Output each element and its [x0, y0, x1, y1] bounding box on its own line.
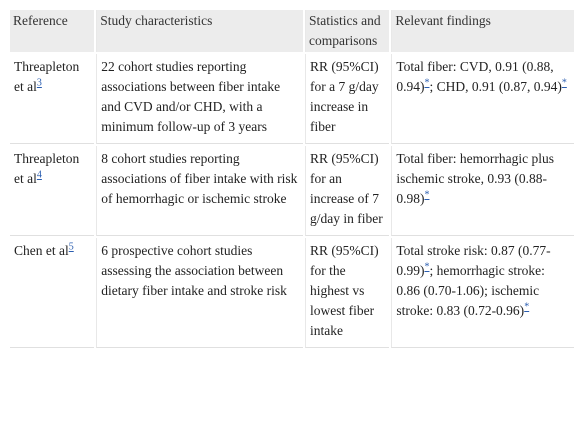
table-cell: RR (95%CI) for the highest vs lowest fib… — [305, 238, 390, 348]
table-cell: 22 cohort studies reporting associations… — [96, 54, 304, 144]
reference-link[interactable]: * — [524, 301, 530, 313]
column-header: Statistics and comparisons — [305, 10, 390, 52]
column-header: Relevant findings — [391, 10, 574, 52]
reference-link[interactable]: * — [561, 77, 567, 89]
cell-text: RR (95%CI) for a 7 g/day increase in fib… — [310, 59, 379, 134]
reference-link[interactable]: 3 — [36, 77, 42, 89]
reference-link[interactable]: 5 — [68, 241, 74, 253]
table-cell: Total fiber: CVD, 0.91 (0.88, 0.94)*; CH… — [391, 54, 574, 144]
column-header: Reference — [10, 10, 95, 52]
reference-link[interactable]: * — [424, 189, 430, 201]
reference-link[interactable]: 4 — [36, 169, 42, 181]
cell-text: RR (95%CI) for the highest vs lowest fib… — [310, 243, 379, 338]
table-row: Threapleton et al3 22 cohort studies repo… — [10, 54, 574, 144]
table-cell: RR (95%CI) for a 7 g/day increase in fib… — [305, 54, 390, 144]
cell-text: Total fiber: hemorrhagic plus ischemic s… — [396, 151, 554, 206]
header-row: Reference Study characteristics Statistics… — [10, 10, 574, 52]
table-cell: Total fiber: hemorrhagic plus ischemic s… — [391, 146, 574, 236]
table-row: Threapleton et al4 8 cohort studies repor… — [10, 146, 574, 236]
cell-text: ; CHD, 0.91 (0.87, 0.94) — [429, 79, 562, 94]
cell-text: Threapleton et al — [14, 151, 80, 186]
cell-text: Threapleton et al — [14, 59, 80, 94]
table-cell: 6 prospective cohort studies assessing t… — [96, 238, 304, 348]
table-cell: RR (95%CI) for an increase of 7 g/day in… — [305, 146, 390, 236]
table-cell: Chen et al5 — [10, 238, 95, 348]
cell-text: Total stroke risk: 0.87 (0.77-0.99) — [396, 243, 551, 278]
cell-text: 8 cohort studies reporting associations … — [101, 151, 298, 206]
cell-text: RR (95%CI) for an increase of 7 g/day in… — [310, 151, 383, 226]
table-cell: Threapleton et al4 — [10, 146, 95, 236]
table-cell: Threapleton et al3 — [10, 54, 95, 144]
cell-text: Total fiber: CVD, 0.91 (0.88, 0.94) — [396, 59, 554, 94]
cell-text: 6 prospective cohort studies assessing t… — [101, 243, 287, 298]
table-cell: Total stroke risk: 0.87 (0.77-0.99)*; he… — [391, 238, 574, 348]
cell-text: Chen et al — [14, 243, 69, 258]
reference-link[interactable]: * — [424, 261, 430, 273]
cell-text: ; hemorrhagic stroke: 0.86 (0.70-1.06); … — [396, 263, 545, 318]
study-table: Reference Study characteristics Statistics… — [8, 8, 576, 350]
table-body: Threapleton et al3 22 cohort studies repo… — [10, 54, 574, 348]
cell-text: 22 cohort studies reporting associations… — [101, 59, 281, 134]
table-row: Chen et al5 6 prospective cohort studies … — [10, 238, 574, 348]
table-cell: 8 cohort studies reporting associations … — [96, 146, 304, 236]
reference-link[interactable]: * — [424, 77, 430, 89]
column-header: Study characteristics — [96, 10, 304, 52]
